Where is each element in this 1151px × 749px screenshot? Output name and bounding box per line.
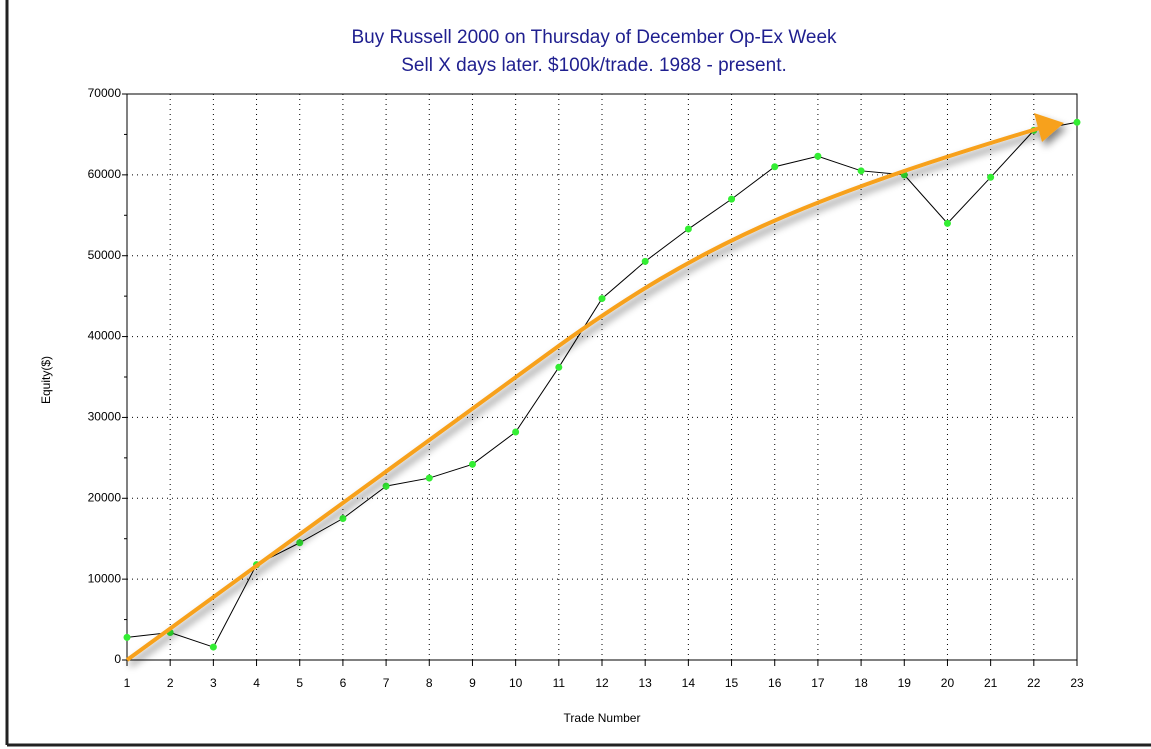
x-tick-label: 1 <box>124 676 131 690</box>
x-tick-label: 14 <box>682 676 696 690</box>
x-tick-label: 2 <box>167 676 174 690</box>
y-tick-label: 50000 <box>88 248 122 262</box>
data-point <box>641 257 649 265</box>
y-tick-label: 20000 <box>88 490 122 504</box>
data-point <box>1073 118 1081 126</box>
x-tick-label: 9 <box>469 676 476 690</box>
data-point <box>771 163 779 171</box>
data-point <box>209 643 217 651</box>
x-tick-label: 5 <box>296 676 303 690</box>
data-point <box>814 152 822 160</box>
data-point <box>425 474 433 482</box>
data-point <box>296 539 304 547</box>
data-point <box>684 225 692 233</box>
x-tick-label: 6 <box>340 676 347 690</box>
data-point <box>943 219 951 227</box>
x-tick-label: 4 <box>253 676 260 690</box>
x-tick-label: 3 <box>210 676 217 690</box>
data-point <box>728 195 736 203</box>
x-tick-label: 12 <box>595 676 609 690</box>
data-point <box>339 515 347 522</box>
data-point <box>555 363 563 371</box>
x-tick-label: 22 <box>1027 676 1041 690</box>
arrow-head <box>1034 113 1064 142</box>
x-tick-label: 13 <box>639 676 653 690</box>
x-tick-label: 7 <box>383 676 390 690</box>
x-tick-label: 15 <box>725 676 739 690</box>
y-tick-label: 60000 <box>88 167 122 181</box>
data-point <box>987 173 995 181</box>
x-tick-label: 18 <box>854 676 868 690</box>
data-point <box>382 482 390 490</box>
y-tick-label: 30000 <box>88 410 122 424</box>
y-tick-label: 40000 <box>88 329 122 343</box>
x-axis-label: Trade Number <box>564 711 641 725</box>
data-point <box>857 167 865 175</box>
y-tick-label: 10000 <box>88 571 122 585</box>
x-tick-label: 16 <box>768 676 782 690</box>
data-point <box>468 460 476 468</box>
y-tick-label: 0 <box>114 652 121 666</box>
x-tick-label: 11 <box>553 676 566 690</box>
x-tick-label: 21 <box>984 676 998 690</box>
x-tick-label: 8 <box>426 676 433 690</box>
data-point <box>598 295 606 303</box>
x-tick-label: 10 <box>509 676 523 690</box>
x-tick-label: 19 <box>898 676 912 690</box>
data-point <box>123 633 131 641</box>
x-tick-label: 20 <box>941 676 955 690</box>
trend-arrow <box>125 113 1064 662</box>
x-tick-label: 17 <box>811 676 825 690</box>
y-axis-label: Equity($) <box>39 356 53 404</box>
chart-subtitle: Sell X days later. $100k/trade. 1988 - p… <box>401 55 787 76</box>
data-point <box>512 428 520 436</box>
x-tick-label: 23 <box>1070 676 1084 690</box>
trend-line <box>125 126 1041 662</box>
chart-title: Buy Russell 2000 on Thursday of December… <box>351 27 837 48</box>
y-tick-label: 70000 <box>88 86 122 100</box>
